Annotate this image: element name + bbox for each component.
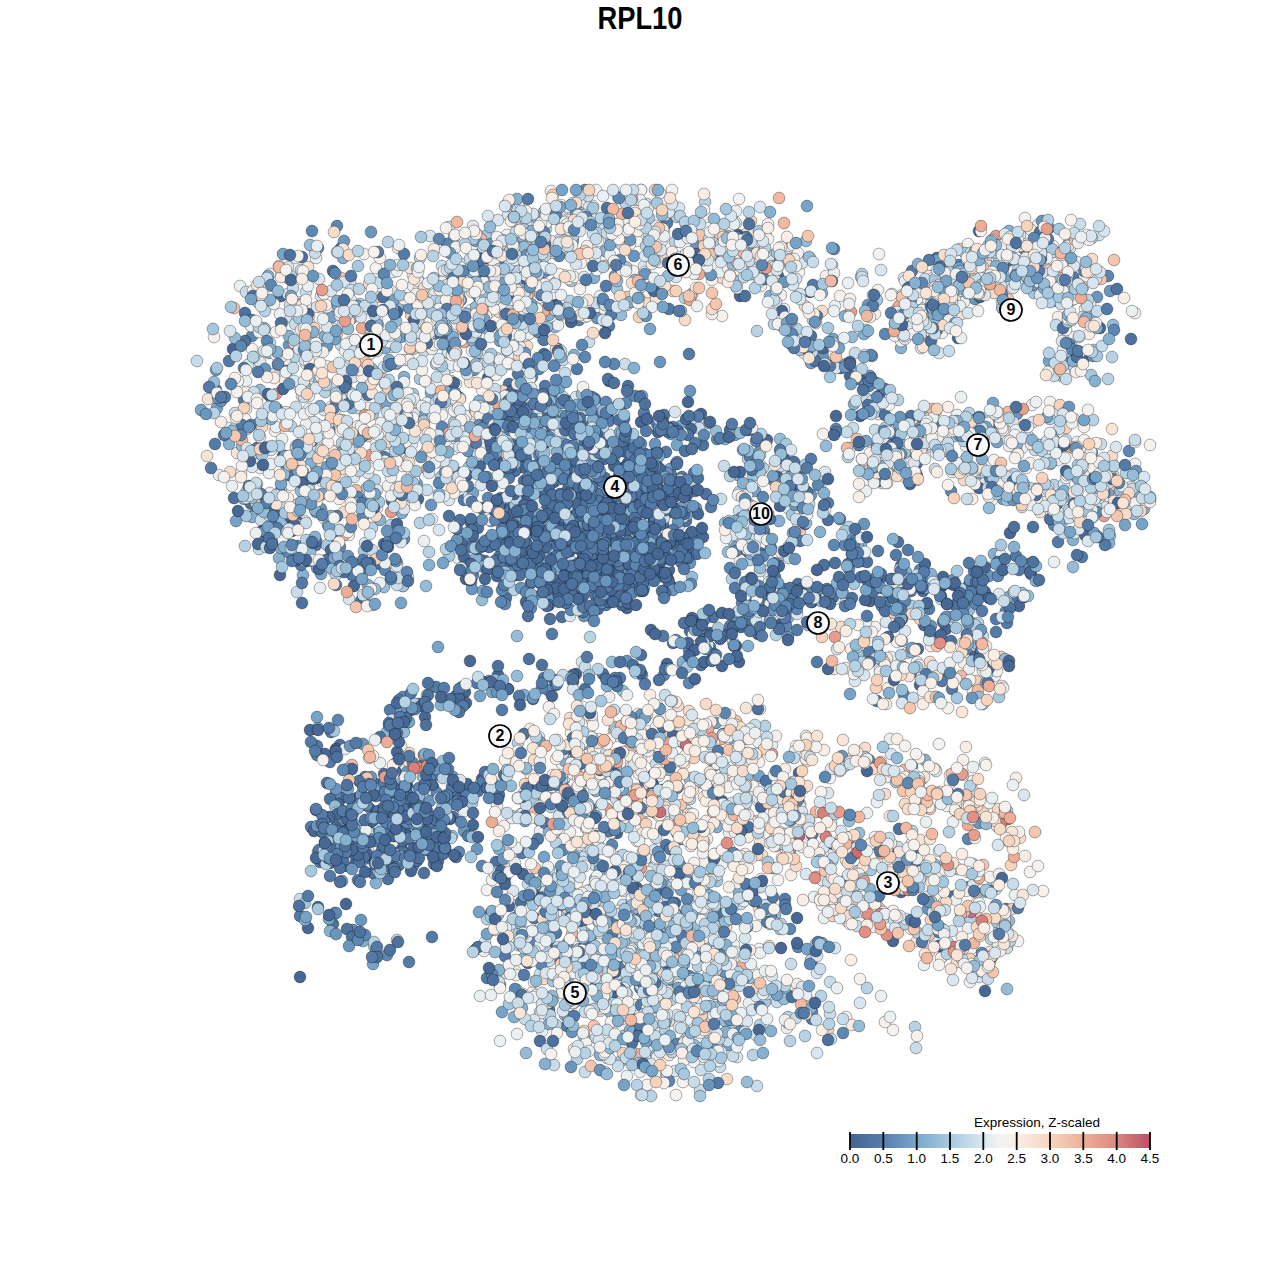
svg-text:Expression, Z-scaled: Expression, Z-scaled bbox=[974, 1115, 1100, 1130]
svg-text:4.5: 4.5 bbox=[1141, 1151, 1160, 1166]
svg-text:2.0: 2.0 bbox=[974, 1151, 993, 1166]
svg-text:4: 4 bbox=[611, 478, 620, 495]
svg-text:1.5: 1.5 bbox=[941, 1151, 960, 1166]
svg-text:2: 2 bbox=[496, 727, 505, 744]
svg-text:9: 9 bbox=[1007, 301, 1016, 318]
svg-text:RPL10: RPL10 bbox=[598, 1, 683, 36]
svg-text:3: 3 bbox=[884, 874, 893, 891]
svg-text:3.5: 3.5 bbox=[1074, 1151, 1093, 1166]
svg-text:0.0: 0.0 bbox=[841, 1151, 860, 1166]
svg-text:3.0: 3.0 bbox=[1041, 1151, 1060, 1166]
svg-text:1.0: 1.0 bbox=[907, 1151, 926, 1166]
svg-text:10: 10 bbox=[752, 505, 770, 522]
svg-text:7: 7 bbox=[974, 436, 983, 453]
svg-text:5: 5 bbox=[571, 984, 580, 1001]
svg-text:0.5: 0.5 bbox=[874, 1151, 893, 1166]
svg-text:1: 1 bbox=[367, 336, 376, 353]
svg-text:6: 6 bbox=[674, 256, 683, 273]
svg-text:2.5: 2.5 bbox=[1007, 1151, 1026, 1166]
svg-text:4.0: 4.0 bbox=[1107, 1151, 1126, 1166]
svg-text:8: 8 bbox=[814, 614, 823, 631]
